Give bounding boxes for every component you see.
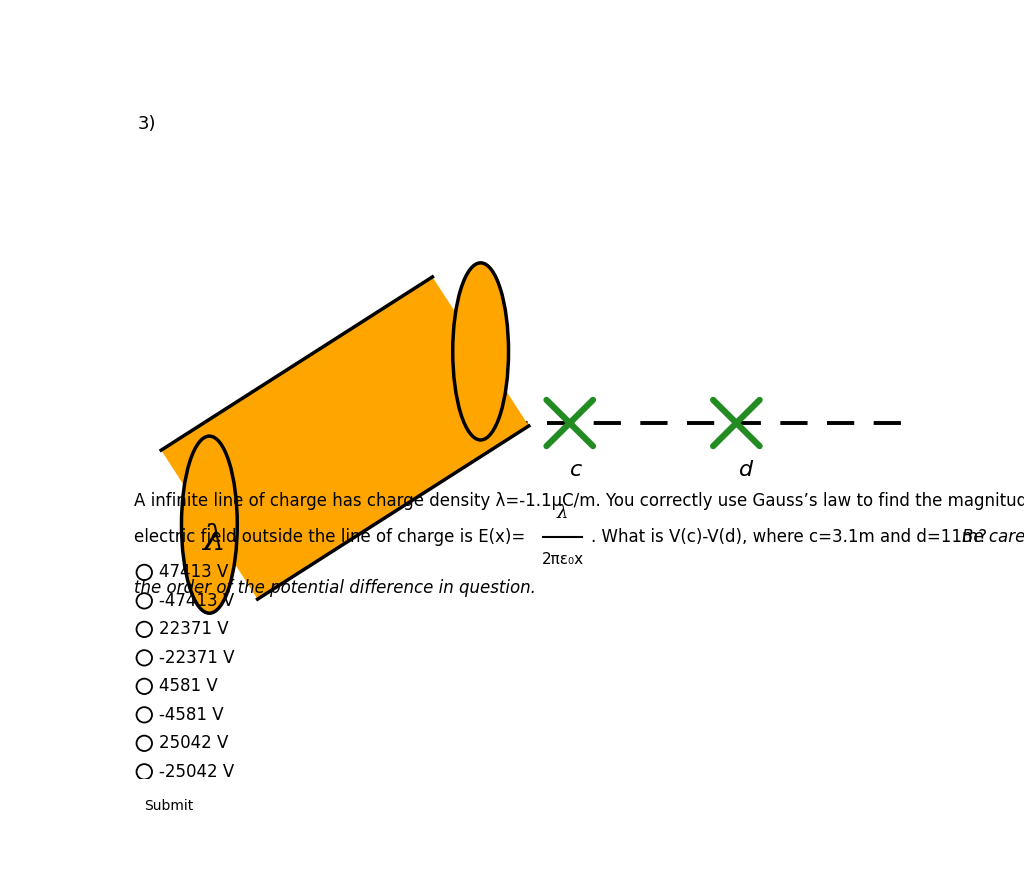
Text: λ: λ bbox=[557, 504, 568, 522]
Text: 4581 V: 4581 V bbox=[159, 677, 218, 696]
Polygon shape bbox=[161, 276, 528, 599]
Text: 2πε₀x: 2πε₀x bbox=[542, 552, 584, 567]
Text: λ: λ bbox=[202, 523, 224, 557]
Text: A infinite line of charge has charge density λ=-1.1μC/m. You correctly use Gauss: A infinite line of charge has charge den… bbox=[134, 493, 1024, 510]
Text: 22371 V: 22371 V bbox=[159, 620, 228, 639]
Text: Submit: Submit bbox=[144, 799, 194, 813]
Text: Be careful to note: Be careful to note bbox=[962, 528, 1024, 546]
FancyBboxPatch shape bbox=[133, 790, 206, 821]
Text: . What is V(c)-V(d), where c=3.1m and d=11m?: . What is V(c)-V(d), where c=3.1m and d=… bbox=[592, 528, 993, 546]
Ellipse shape bbox=[181, 436, 238, 613]
Text: 47413 V: 47413 V bbox=[159, 564, 228, 581]
Ellipse shape bbox=[453, 262, 509, 440]
Text: d: d bbox=[738, 460, 753, 480]
Text: 3): 3) bbox=[137, 115, 156, 133]
Text: 25042 V: 25042 V bbox=[159, 734, 228, 752]
Text: the order of the potential difference in question.: the order of the potential difference in… bbox=[134, 578, 537, 597]
Text: -22371 V: -22371 V bbox=[159, 649, 234, 667]
Text: -47413 V: -47413 V bbox=[159, 592, 234, 610]
Text: -25042 V: -25042 V bbox=[159, 763, 234, 780]
Text: electric field outside the line of charge is E(x)=: electric field outside the line of charg… bbox=[134, 528, 525, 546]
Text: -4581 V: -4581 V bbox=[159, 706, 223, 724]
Text: c: c bbox=[569, 460, 582, 480]
